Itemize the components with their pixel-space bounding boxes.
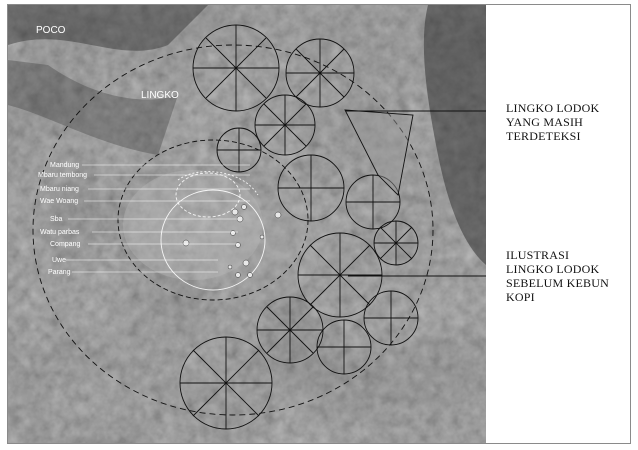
callout-illustration-lodok: ILUSTRASI LINGKO LODOK SEBELUM KEBUN KOP…: [506, 248, 609, 304]
callout-line: TERDETEKSI: [506, 129, 581, 143]
site-label: Compang: [50, 241, 80, 248]
callout-line: SEBELUM KEBUN: [506, 276, 609, 290]
site-label: Mbaru niang: [40, 186, 79, 193]
callout-line: YANG MASIH: [506, 115, 584, 129]
callout-line: ILUSTRASI: [506, 248, 570, 262]
site-label: Parang: [48, 269, 71, 276]
callout-line: LINGKO LODOK: [506, 101, 600, 115]
aerial-map: POCO LINGKO Mandung Mbaru tembong Mbaru …: [8, 5, 486, 443]
site-label: Mandung: [50, 162, 79, 169]
site-label: Sba: [50, 216, 63, 223]
site-label: Watu parbas: [40, 229, 80, 236]
site-label: Uwe: [52, 257, 66, 264]
callout-line: KOPI: [506, 290, 535, 304]
region-label-lingko: LINGKO: [141, 90, 179, 101]
callout-line: LINGKO LODOK: [506, 262, 600, 276]
site-label: Wae Woang: [40, 198, 78, 205]
callout-remaining-lodok: LINGKO LODOK YANG MASIH TERDETEKSI: [506, 101, 599, 143]
region-label-poco: POCO: [36, 25, 66, 36]
site-label: Mbaru tembong: [38, 172, 87, 179]
